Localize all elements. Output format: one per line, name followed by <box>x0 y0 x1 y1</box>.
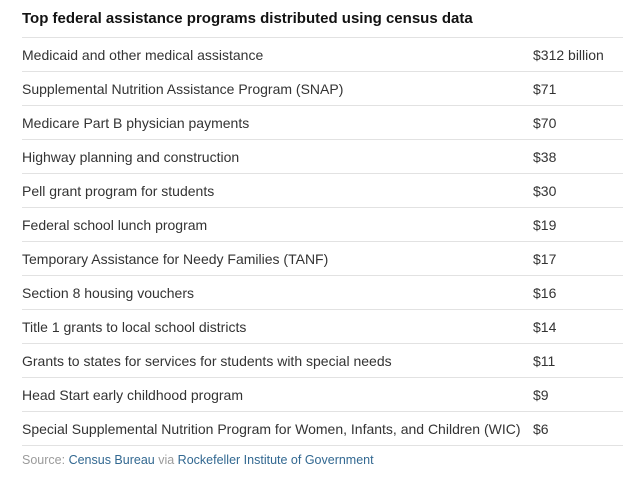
program-name: Medicare Part B physician payments <box>22 114 250 131</box>
table-row: Pell grant program for students $30 <box>22 174 623 208</box>
source-line: Source: Census Bureau via Rockefeller In… <box>22 446 623 468</box>
program-amount: $11 <box>533 352 556 369</box>
source-via-label: via <box>154 453 178 467</box>
program-amount: $71 <box>533 80 557 97</box>
program-name: Highway planning and construction <box>22 148 240 165</box>
table-row: Head Start early childhood program $9 <box>22 378 623 412</box>
table-body: Medicaid and other medical assistance $3… <box>22 38 623 446</box>
table-row: Title 1 grants to local school districts… <box>22 310 623 344</box>
program-amount: $16 <box>533 284 557 301</box>
program-name: Title 1 grants to local school districts <box>22 318 247 335</box>
program-amount: $6 <box>533 420 549 437</box>
program-name: Temporary Assistance for Needy Families … <box>22 250 329 267</box>
program-amount: $70 <box>533 114 557 131</box>
program-name: Special Supplemental Nutrition Program f… <box>22 420 521 437</box>
table-row: Highway planning and construction $38 <box>22 140 623 174</box>
table-row: Supplemental Nutrition Assistance Progra… <box>22 72 623 106</box>
program-amount: $9 <box>533 386 549 403</box>
table-row: Federal school lunch program $19 <box>22 208 623 242</box>
program-amount: $312 billion <box>533 46 604 63</box>
table-row: Medicare Part B physician payments $70 <box>22 106 623 140</box>
program-amount: $30 <box>533 182 557 199</box>
program-name: Section 8 housing vouchers <box>22 284 194 301</box>
program-name: Medicaid and other medical assistance <box>22 46 264 63</box>
table-row: Special Supplemental Nutrition Program f… <box>22 412 623 446</box>
source-link-rockefeller-institute[interactable]: Rockefeller Institute of Government <box>177 453 374 467</box>
source-prefix-label: Source: <box>22 453 69 467</box>
program-amount: $17 <box>533 250 557 267</box>
table-row: Medicaid and other medical assistance $3… <box>22 38 623 72</box>
program-name: Grants to states for services for studen… <box>22 352 392 369</box>
table-title: Top federal assistance programs distribu… <box>22 10 623 38</box>
table-row: Section 8 housing vouchers $16 <box>22 276 623 310</box>
program-name: Pell grant program for students <box>22 182 215 199</box>
program-amount: $19 <box>533 216 557 233</box>
program-name: Head Start early childhood program <box>22 386 244 403</box>
table-row: Grants to states for services for studen… <box>22 344 623 378</box>
program-name: Federal school lunch program <box>22 216 208 233</box>
program-amount: $14 <box>533 318 557 335</box>
table-row: Temporary Assistance for Needy Families … <box>22 242 623 276</box>
program-name: Supplemental Nutrition Assistance Progra… <box>22 80 344 97</box>
source-link-census-bureau[interactable]: Census Bureau <box>68 453 155 467</box>
program-amount: $38 <box>533 148 557 165</box>
